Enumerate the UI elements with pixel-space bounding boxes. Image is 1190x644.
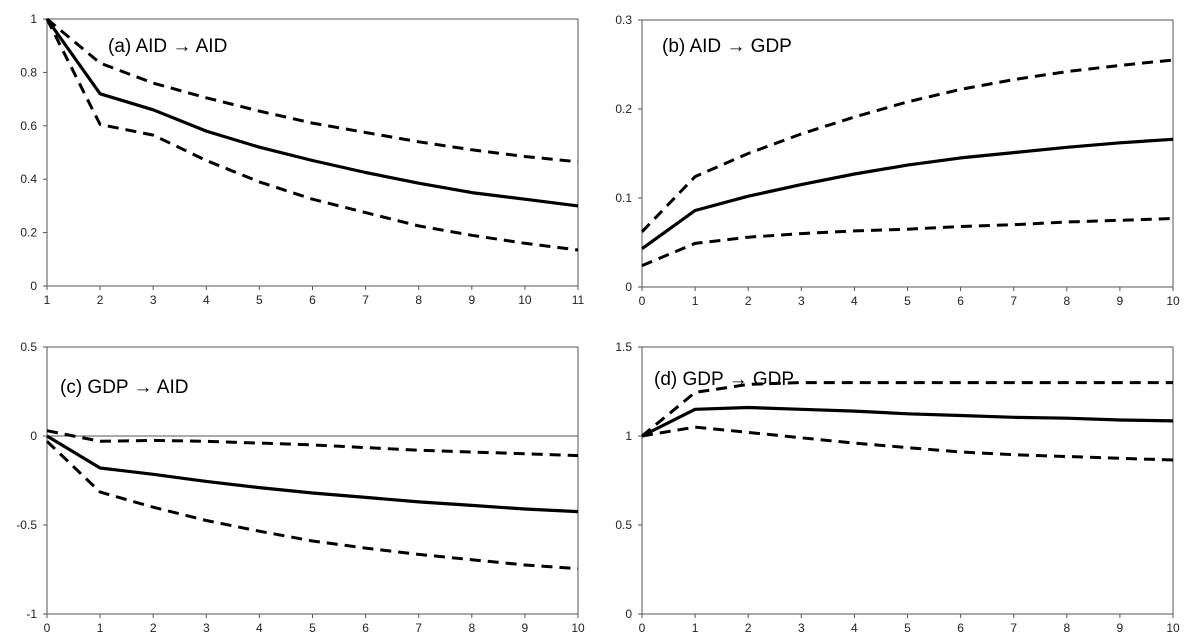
x-tick-label-d: 7 <box>1010 621 1017 635</box>
x-tick-label-b: 10 <box>1166 294 1180 308</box>
x-tick-label-b: 6 <box>957 294 964 308</box>
x-tick-label-c: 7 <box>415 621 422 635</box>
panel-title-a: (a) AID → AID <box>108 36 227 57</box>
x-tick-label-b: 5 <box>904 294 911 308</box>
response-line-d-0 <box>641 405 1174 438</box>
x-tick-label-b: 9 <box>1117 294 1124 308</box>
x-tick-label-d: 1 <box>692 621 699 635</box>
confidence-band-line-d-2 <box>641 425 1174 462</box>
confidence-band-line-b-1 <box>640 58 1174 233</box>
x-tick-label-a: 2 <box>97 293 104 307</box>
x-tick-label-c: 0 <box>44 621 51 635</box>
y-tick-label-a: 0.4 <box>20 172 37 186</box>
x-tick-label-c: 3 <box>203 621 210 635</box>
y-tick-label-b: 0.3 <box>615 13 632 27</box>
x-tick-label-a: 1 <box>44 293 51 307</box>
confidence-band-line-a-1 <box>46 17 579 164</box>
confidence-band-line-b-2 <box>641 217 1174 267</box>
y-tick-label-a: 0.2 <box>20 226 37 240</box>
confidence-band-line-c-2 <box>45 440 579 571</box>
x-tick-label-d: 4 <box>851 621 858 635</box>
x-tick-label-d: 10 <box>1166 621 1180 635</box>
panel-a-aid-to-aid: 1 2 3 4 5 6 7 8 9 10 11 0 0.2 0.4 0.6 0.8 1 (a) AID → AID <box>20 12 584 307</box>
x-tick-label-d: 9 <box>1117 621 1124 635</box>
x-tick-label-c: 2 <box>150 621 157 635</box>
y-tick-label-a: 0.6 <box>20 119 37 133</box>
confidence-band-line-d-1 <box>641 381 1173 438</box>
y-tick-label-d: 1 <box>625 429 632 443</box>
panel-title-d: (d) GDP → GDP <box>654 369 794 390</box>
confidence-band-line-a-2 <box>45 18 579 252</box>
y-tick-label-b: 0.1 <box>615 191 632 205</box>
x-tick-label-a: 5 <box>256 293 263 307</box>
response-line-b-0 <box>641 137 1174 250</box>
x-tick-label-d: 8 <box>1063 621 1070 635</box>
x-tick-label-a: 4 <box>203 293 210 307</box>
panel-title-c: (c) GDP → AID <box>60 377 188 398</box>
y-tick-label-d: 1.5 <box>615 340 632 354</box>
x-tick-label-a: 3 <box>150 293 157 307</box>
panel-c-gdp-to-aid: 0 1 2 3 4 5 6 7 8 9 10 -1 -0.5 0 0.5 (c) GDP → AID <box>16 340 585 635</box>
x-tick-label-d: 3 <box>798 621 805 635</box>
x-tick-label-b: 3 <box>798 294 805 308</box>
y-tick-label-b: 0 <box>625 280 632 294</box>
x-tick-label-c: 8 <box>468 621 475 635</box>
y-tick-label-c: -1 <box>26 607 37 621</box>
x-tick-label-d: 0 <box>639 621 646 635</box>
x-tick-label-c: 10 <box>571 621 585 635</box>
y-tick-label-d: 0.5 <box>615 518 632 532</box>
y-tick-label-c: 0 <box>30 429 37 443</box>
x-tick-label-b: 1 <box>692 294 699 308</box>
plot-frame-b <box>641 19 1174 288</box>
response-line-c-0 <box>46 434 579 514</box>
panel-b-aid-to-gdp: 0 1 2 3 4 5 6 7 8 9 10 0 0.1 0.2 0.3 (b) AID → GDP <box>615 13 1180 308</box>
x-tick-label-c: 5 <box>309 621 316 635</box>
y-tick-label-a: 1 <box>30 12 37 26</box>
y-tick-label-a: 0.8 <box>20 65 37 79</box>
x-tick-label-a: 6 <box>309 293 316 307</box>
y-tick-label-a: 0 <box>30 279 37 293</box>
confidence-band-line-c-1 <box>46 429 579 458</box>
x-tick-label-a: 9 <box>468 293 475 307</box>
x-tick-label-d: 6 <box>957 621 964 635</box>
panel-title-b: (b) AID → GDP <box>662 36 792 57</box>
x-tick-label-b: 7 <box>1010 294 1017 308</box>
x-tick-label-b: 4 <box>851 294 858 308</box>
x-tick-label-b: 0 <box>639 294 646 308</box>
y-tick-label-c: -0.5 <box>16 518 37 532</box>
y-tick-label-d: 0 <box>625 607 632 621</box>
x-tick-label-d: 2 <box>745 621 752 635</box>
x-tick-label-b: 2 <box>745 294 752 308</box>
x-tick-label-d: 5 <box>904 621 911 635</box>
x-tick-label-b: 8 <box>1063 294 1070 308</box>
response-line-a-0 <box>45 18 579 208</box>
x-tick-label-a: 11 <box>572 293 585 307</box>
x-tick-label-c: 1 <box>97 621 104 635</box>
x-tick-label-a: 8 <box>415 293 422 307</box>
x-tick-label-a: 7 <box>362 293 369 307</box>
x-tick-label-c: 6 <box>362 621 369 635</box>
y-tick-label-c: 0.5 <box>20 340 37 354</box>
x-tick-label-c: 9 <box>522 621 529 635</box>
panel-d-gdp-to-gdp: 0 1 2 3 4 5 6 7 8 9 10 0 0.5 1 1.5 (d) GDP → GDP <box>615 340 1180 635</box>
x-tick-label-a: 10 <box>518 293 532 307</box>
y-tick-label-b: 0.2 <box>615 102 632 116</box>
x-tick-label-c: 4 <box>256 621 263 635</box>
